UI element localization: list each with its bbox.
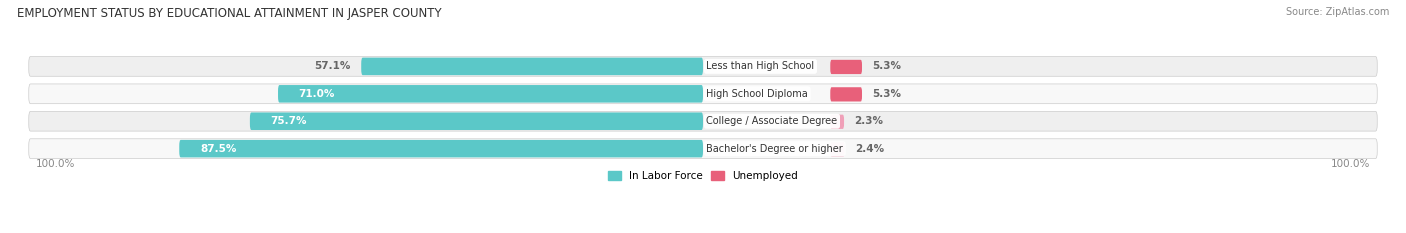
Text: Bachelor's Degree or higher: Bachelor's Degree or higher	[706, 144, 844, 154]
FancyBboxPatch shape	[361, 58, 703, 75]
Legend: In Labor Force, Unemployed: In Labor Force, Unemployed	[605, 167, 801, 185]
FancyBboxPatch shape	[28, 139, 1378, 158]
Text: 100.0%: 100.0%	[35, 159, 75, 169]
Text: Source: ZipAtlas.com: Source: ZipAtlas.com	[1285, 7, 1389, 17]
FancyBboxPatch shape	[831, 115, 844, 129]
Text: 2.4%: 2.4%	[855, 144, 884, 154]
Text: 2.3%: 2.3%	[855, 116, 883, 126]
FancyBboxPatch shape	[250, 113, 703, 130]
FancyBboxPatch shape	[831, 60, 862, 74]
FancyBboxPatch shape	[28, 84, 1378, 104]
Text: College / Associate Degree: College / Associate Degree	[706, 116, 838, 126]
Text: 5.3%: 5.3%	[872, 89, 901, 99]
Text: 57.1%: 57.1%	[315, 62, 352, 71]
Text: High School Diploma: High School Diploma	[706, 89, 808, 99]
FancyBboxPatch shape	[28, 111, 1378, 131]
FancyBboxPatch shape	[278, 85, 703, 103]
Text: Less than High School: Less than High School	[706, 62, 814, 71]
Text: 71.0%: 71.0%	[298, 89, 335, 99]
Text: EMPLOYMENT STATUS BY EDUCATIONAL ATTAINMENT IN JASPER COUNTY: EMPLOYMENT STATUS BY EDUCATIONAL ATTAINM…	[17, 7, 441, 20]
FancyBboxPatch shape	[28, 57, 1378, 76]
Text: 5.3%: 5.3%	[872, 62, 901, 71]
FancyBboxPatch shape	[179, 140, 703, 158]
Text: 75.7%: 75.7%	[270, 116, 307, 126]
FancyBboxPatch shape	[831, 87, 862, 102]
FancyBboxPatch shape	[831, 142, 845, 156]
Text: 100.0%: 100.0%	[1331, 159, 1371, 169]
Text: 87.5%: 87.5%	[200, 144, 236, 154]
